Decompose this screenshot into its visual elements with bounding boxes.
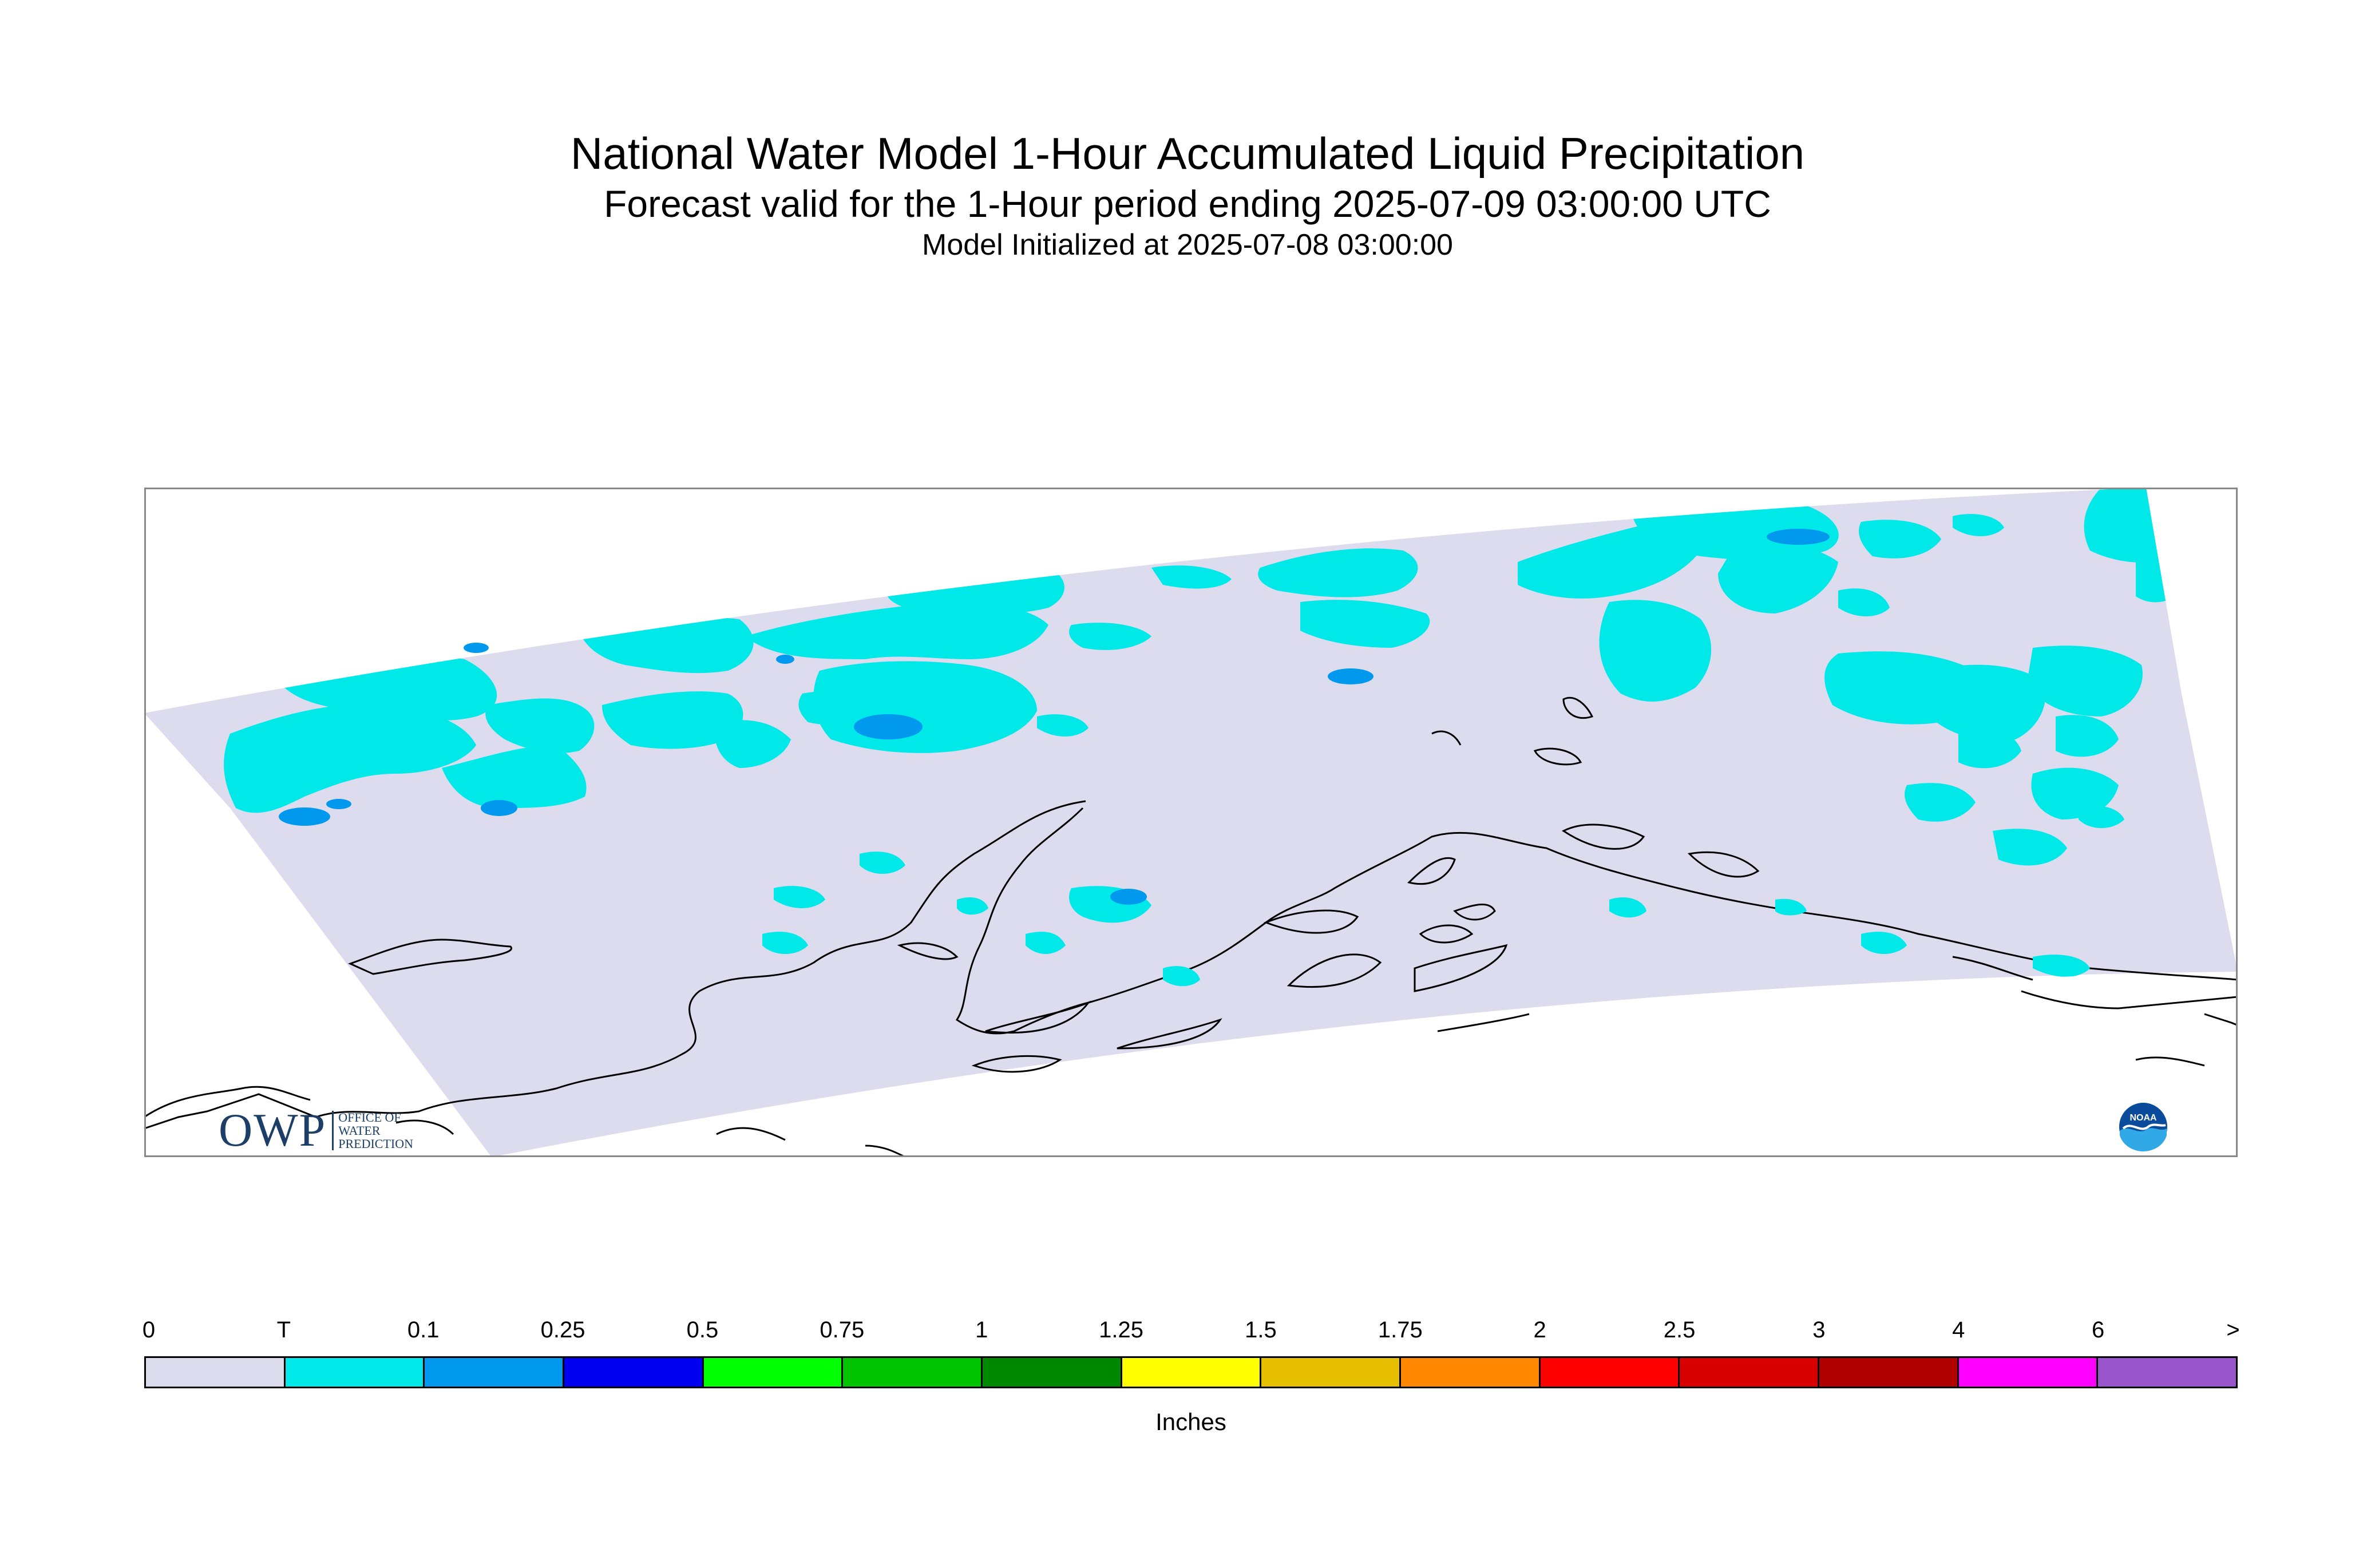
legend-tick-label: 4 xyxy=(1952,1317,1965,1343)
precipitation-map xyxy=(144,488,2238,1157)
precip-light-areas xyxy=(279,529,1830,905)
legend-tick-label: 0.25 xyxy=(540,1317,585,1343)
legend-tick-label: 0 xyxy=(142,1317,156,1343)
owp-logo-text: OFFICE OF WATER PREDICTION xyxy=(332,1110,413,1150)
legend-tick-label: 2.5 xyxy=(1663,1317,1696,1343)
noaa-logo: NOAA xyxy=(2118,1102,2168,1152)
legend-tick-label: 3 xyxy=(1812,1317,1826,1343)
map-subtitle-valid-period: Forecast valid for the 1-Hour period end… xyxy=(604,183,1771,225)
legend-swatch xyxy=(564,1358,704,1387)
legend-swatch xyxy=(1401,1358,1541,1387)
legend-tick-label: 0.5 xyxy=(686,1317,719,1343)
owp-logo-letters: OWP xyxy=(219,1104,327,1156)
legend-swatch xyxy=(1958,1358,2099,1387)
map-frame xyxy=(144,488,2238,1157)
legend-swatch xyxy=(146,1358,286,1387)
legend-tick-label: 6 xyxy=(2092,1317,2105,1343)
legend-tick-label: 2 xyxy=(1533,1317,1546,1343)
legend-swatch xyxy=(285,1358,425,1387)
legend-units-label: Inches xyxy=(1155,1408,1226,1435)
legend-swatch xyxy=(1122,1358,1262,1387)
legend-tick-label: 1.75 xyxy=(1378,1317,1423,1343)
legend-swatch xyxy=(425,1358,565,1387)
legend-tick-label: T xyxy=(276,1317,291,1343)
map-title: National Water Model 1-Hour Accumulated … xyxy=(570,128,1805,179)
legend-swatch xyxy=(983,1358,1122,1387)
legend-swatch xyxy=(2098,1358,2237,1387)
title-block: National Water Model 1-Hour Accumulated … xyxy=(0,126,2375,263)
legend-swatch xyxy=(1819,1358,1959,1387)
legend-swatch xyxy=(703,1358,844,1387)
legend-swatch xyxy=(1540,1358,1680,1387)
owp-logo: OWP OFFICE OF WATER PREDICTION xyxy=(219,1104,413,1156)
color-bar xyxy=(144,1356,2238,1388)
legend-swatch xyxy=(1680,1358,1820,1387)
legend-swatch xyxy=(843,1358,983,1387)
map-subtitle-init-time: Model Initialized at 2025-07-08 03:00:00 xyxy=(922,228,1453,262)
precip-trace-areas xyxy=(224,488,2187,987)
legend-tick-label: > xyxy=(2226,1317,2240,1343)
legend-swatch xyxy=(1261,1358,1402,1387)
noaa-logo-text: NOAA xyxy=(2129,1113,2157,1123)
legend-tick-label: 0.75 xyxy=(820,1317,865,1343)
legend-tick-label: 1.25 xyxy=(1099,1317,1143,1343)
legend-tick-label: 0.1 xyxy=(407,1317,440,1343)
legend-tick-label: 1 xyxy=(975,1317,988,1343)
color-legend: 0 T 0.1 0.25 0.5 0.75 1 1.25 1.5 1.75 2 2.5 3 4 6 > Inc… xyxy=(142,1316,2240,1459)
legend-tick-label: 1.5 xyxy=(1245,1317,1277,1343)
coastlines xyxy=(144,696,2238,1157)
